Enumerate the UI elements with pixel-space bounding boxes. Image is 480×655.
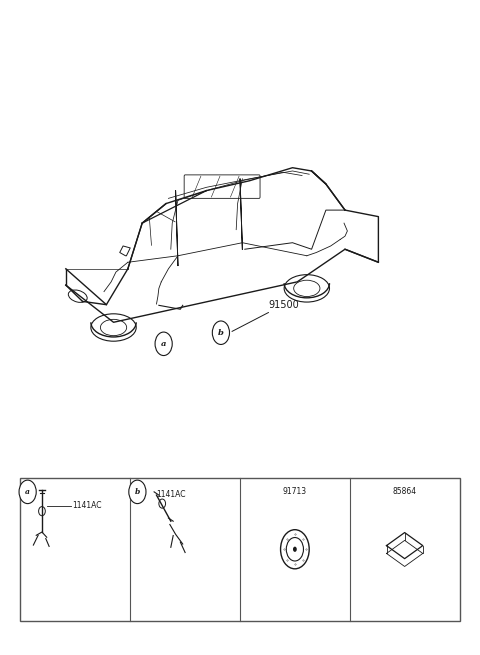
Bar: [21, 477, 459, 621]
Text: b: b: [135, 488, 140, 496]
Text: b: b: [218, 329, 224, 337]
Text: 1141AC: 1141AC: [72, 502, 101, 510]
Text: 91713: 91713: [283, 487, 307, 496]
Text: 91500: 91500: [269, 300, 300, 310]
Circle shape: [155, 332, 172, 356]
Text: 85864: 85864: [393, 487, 417, 496]
Circle shape: [129, 480, 146, 504]
Text: a: a: [25, 488, 30, 496]
Text: a: a: [161, 340, 167, 348]
Circle shape: [212, 321, 229, 345]
Text: 1141AC: 1141AC: [156, 490, 186, 499]
Circle shape: [293, 547, 297, 552]
Circle shape: [19, 480, 36, 504]
